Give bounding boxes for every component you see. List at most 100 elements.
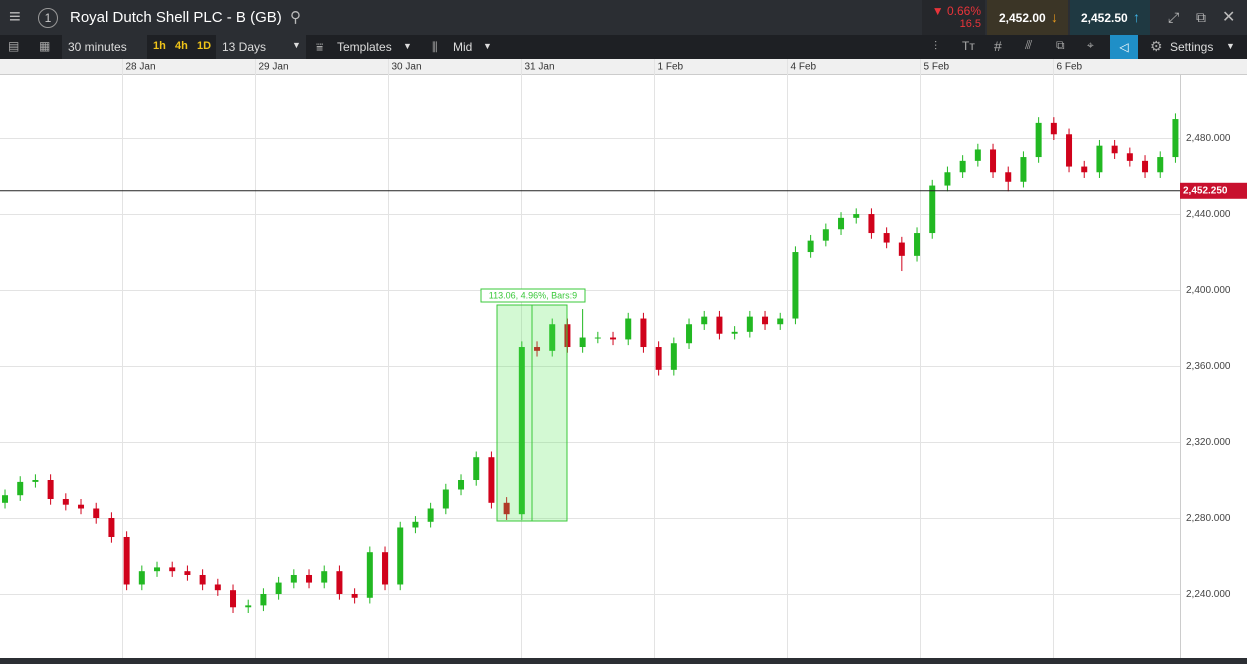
y-tick-label: 2,280.000 xyxy=(1186,513,1231,524)
footer xyxy=(0,658,1247,664)
candle-body xyxy=(670,343,677,370)
candle-body xyxy=(382,552,389,585)
candle-body xyxy=(108,517,115,537)
candle-body xyxy=(883,233,890,243)
measure-label-box xyxy=(480,288,586,303)
candle-body xyxy=(640,318,647,348)
candle-body xyxy=(792,252,799,319)
interval-select[interactable]: 30 minutes xyxy=(62,35,147,59)
candle-body xyxy=(245,605,252,608)
candle-body xyxy=(1172,119,1179,158)
candle-body xyxy=(1081,166,1088,173)
candle-body xyxy=(686,324,693,344)
candle-body xyxy=(169,567,176,572)
sell-button[interactable]: 2,452.00 ↓ xyxy=(987,0,1068,35)
range-select[interactable]: 13 Days ▼ xyxy=(216,35,306,59)
templates[interactable]: Templates xyxy=(337,40,392,54)
candle-body xyxy=(17,481,24,496)
x-tick-label: 31 Jan xyxy=(525,62,555,73)
x-tick-label: 5 Feb xyxy=(924,62,950,73)
candle-body xyxy=(154,567,161,572)
y-tick-label: 2,440.000 xyxy=(1186,209,1231,220)
chart-type-icon: ⫼ xyxy=(432,40,438,54)
candle-body xyxy=(868,214,875,234)
change-percent: ▼ 0.66% xyxy=(931,4,981,18)
quick-interval[interactable]: 4h xyxy=(175,40,188,52)
search-icon[interactable]: ⚲ xyxy=(290,9,301,26)
y-tick-label: 2,400.000 xyxy=(1186,285,1231,296)
interval: 30 minutes xyxy=(68,40,127,54)
current-price-label: 2,452.250 xyxy=(1183,185,1228,196)
candle-body xyxy=(442,489,449,509)
candle-body xyxy=(1157,157,1164,173)
candle-body xyxy=(123,536,130,585)
list-icon[interactable]: ▤ xyxy=(8,39,20,53)
tool-icon[interactable]: ⌖ xyxy=(1087,38,1094,52)
candle-body xyxy=(838,217,845,230)
tool-icon[interactable]: ⫶ xyxy=(934,39,938,53)
toolbar: ▤ ▦ 30 minutes 1h 4h 1D 13 Days ▼ ⩸ Templ… xyxy=(0,35,1247,59)
candle-body xyxy=(78,504,85,509)
candle-body xyxy=(518,347,525,515)
expand-icon[interactable]: ⤢ xyxy=(1168,9,1180,25)
x-tick-label: 30 Jan xyxy=(392,62,422,73)
candle-body xyxy=(351,593,358,598)
candle-body xyxy=(47,480,54,499)
candle-body xyxy=(138,571,145,585)
candle-body xyxy=(412,521,419,528)
measure-label: 113.06, 4.96%, Bars:9 xyxy=(489,290,577,300)
quick-interval[interactable]: 1D xyxy=(197,40,212,52)
candle-body xyxy=(290,574,297,583)
candle-body xyxy=(397,527,404,585)
quick-interval[interactable]: 1h xyxy=(153,40,166,52)
dropdown-arrow: ▼ xyxy=(403,41,412,51)
buy-price: 2,452.50 xyxy=(1081,11,1128,25)
settings-icon[interactable]: ⚙ xyxy=(1150,38,1163,54)
price-type[interactable]: Mid xyxy=(453,40,473,54)
candle-body xyxy=(807,240,814,253)
menu-icon[interactable]: ≡ xyxy=(9,6,21,28)
candle-body xyxy=(594,337,601,339)
tool-icon-active[interactable]: ◁ xyxy=(1110,35,1138,59)
date-axis xyxy=(0,59,1247,74)
layout-icon[interactable]: ▦ xyxy=(39,39,51,53)
candle-body xyxy=(534,347,541,351)
candle-body xyxy=(731,331,738,334)
x-tick-label: 1 Feb xyxy=(658,62,684,73)
dropdown-arrow: ▼ xyxy=(483,41,492,51)
sell-arrow: ↓ xyxy=(1051,9,1058,25)
workspace[interactable]: 1 xyxy=(38,8,58,28)
candle-body xyxy=(716,316,723,334)
buy-button[interactable]: 2,452.50 ↑ xyxy=(1070,0,1150,35)
candle-body xyxy=(1096,145,1103,173)
tool-icon[interactable]: ⧉ xyxy=(1056,38,1065,52)
candle-body xyxy=(549,324,556,351)
tool-icon[interactable]: # xyxy=(994,38,1002,54)
x-tick-label: 6 Feb xyxy=(1057,62,1083,73)
candle-body xyxy=(1142,160,1149,173)
change-points: 16.5 xyxy=(959,18,981,30)
candle-body xyxy=(62,499,69,505)
candle-body xyxy=(473,457,480,481)
candle-body xyxy=(488,457,495,503)
candle-body xyxy=(777,318,784,325)
x-tick-label: 4 Feb xyxy=(791,62,817,73)
candle-body xyxy=(990,149,997,173)
popout-icon[interactable]: ⧉ xyxy=(1196,9,1206,25)
candle-body xyxy=(458,480,465,490)
candle-body xyxy=(701,316,708,325)
candle-body xyxy=(184,571,191,575)
candle-body xyxy=(32,480,39,482)
tool-icon[interactable]: ⫻ xyxy=(1025,38,1033,52)
candle-body xyxy=(1020,157,1027,182)
candle-body xyxy=(230,590,237,608)
candle-body xyxy=(929,185,936,234)
candle-body xyxy=(1126,153,1133,161)
close-icon[interactable]: ✕ xyxy=(1222,9,1236,26)
y-tick-label: 2,360.000 xyxy=(1186,361,1231,372)
candle-body xyxy=(610,337,617,340)
settings[interactable]: Settings xyxy=(1170,40,1214,54)
templates-icon: ⩸ xyxy=(316,40,324,54)
candle-body xyxy=(1035,122,1042,158)
tool-icon[interactable]: Tт xyxy=(962,39,975,53)
